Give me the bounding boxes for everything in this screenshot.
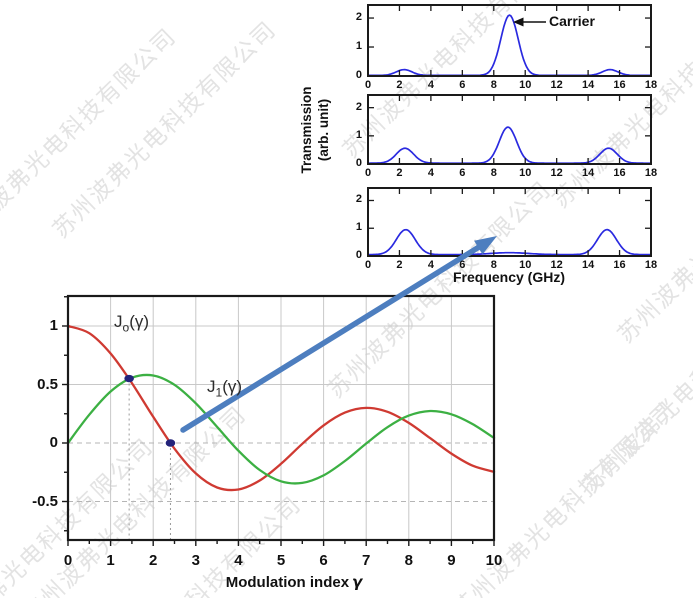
carrier-arrowhead [513,17,524,27]
bessel-to-spectrum-arrowhead [474,236,497,255]
bessel-to-spectrum-arrow [180,244,482,433]
